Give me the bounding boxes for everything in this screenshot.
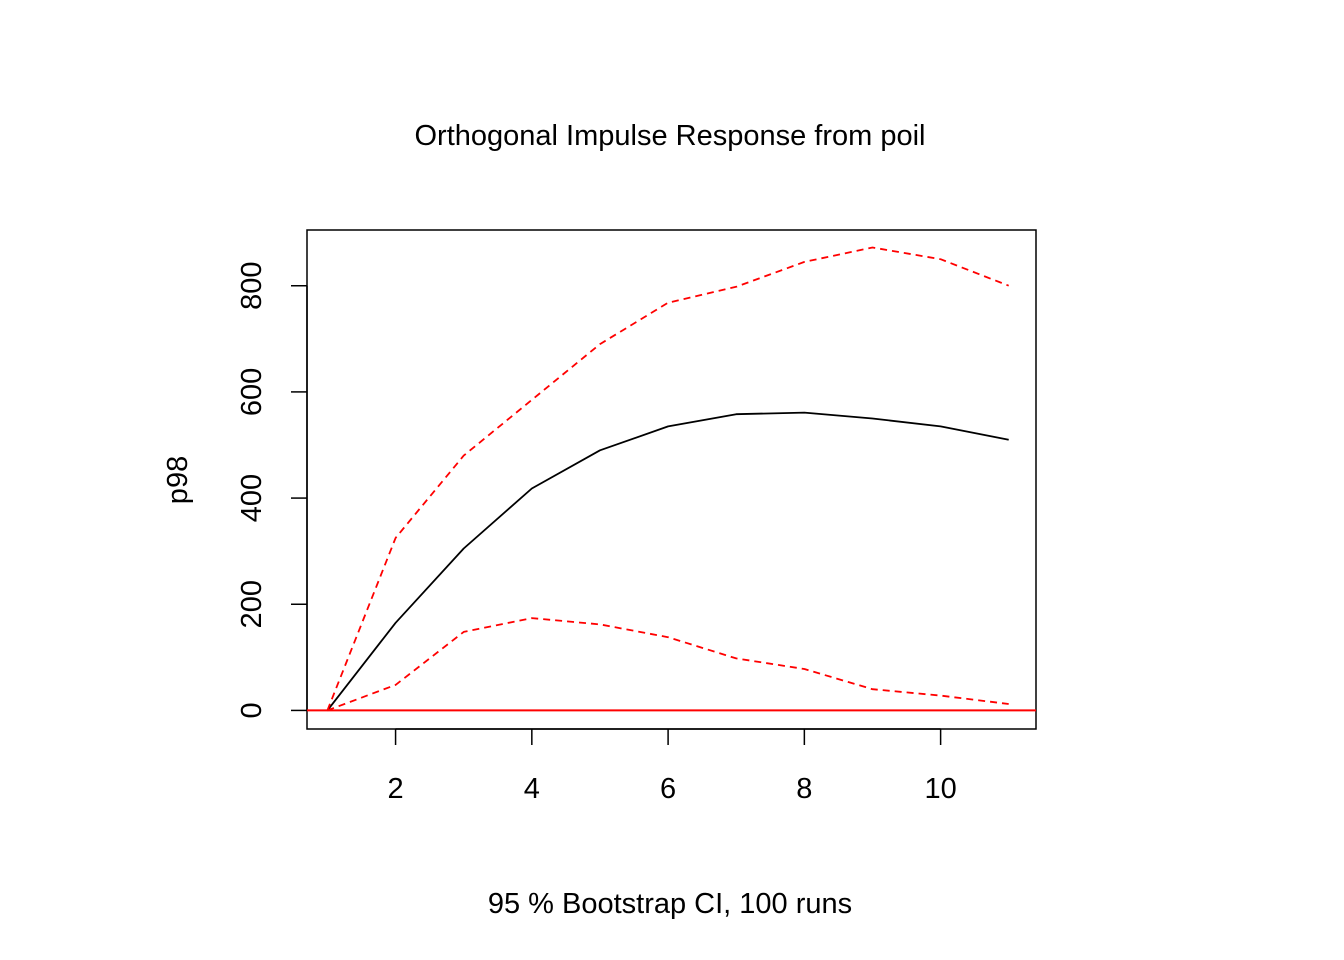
response-line: [326, 411, 1009, 711]
plot-layer: 2 4 6 8 10 0 200 400 600 800: [236, 229, 1037, 805]
plot-frame: [306, 229, 1037, 730]
y-axis-label: p98: [162, 456, 194, 504]
y-tick-label: 800: [236, 262, 268, 310]
y-tick-label: 0: [236, 702, 268, 718]
chart-title: Orthogonal Impulse Response from poil: [415, 120, 926, 152]
y-tick-label: 400: [236, 474, 268, 522]
y-tick-label: 600: [236, 368, 268, 416]
x-tick-label: 8: [796, 773, 812, 805]
x-tick-label: 2: [387, 773, 403, 805]
y-tick-label: 200: [236, 580, 268, 628]
x-tick-label: 10: [924, 773, 956, 805]
x-axis-label: 95 % Bootstrap CI, 100 runs: [488, 888, 852, 920]
x-tick-label: 6: [660, 773, 676, 805]
upper-ci-line: [326, 246, 1010, 711]
x-tick-label: 4: [524, 773, 540, 805]
lower-ci-line: [327, 617, 1009, 712]
